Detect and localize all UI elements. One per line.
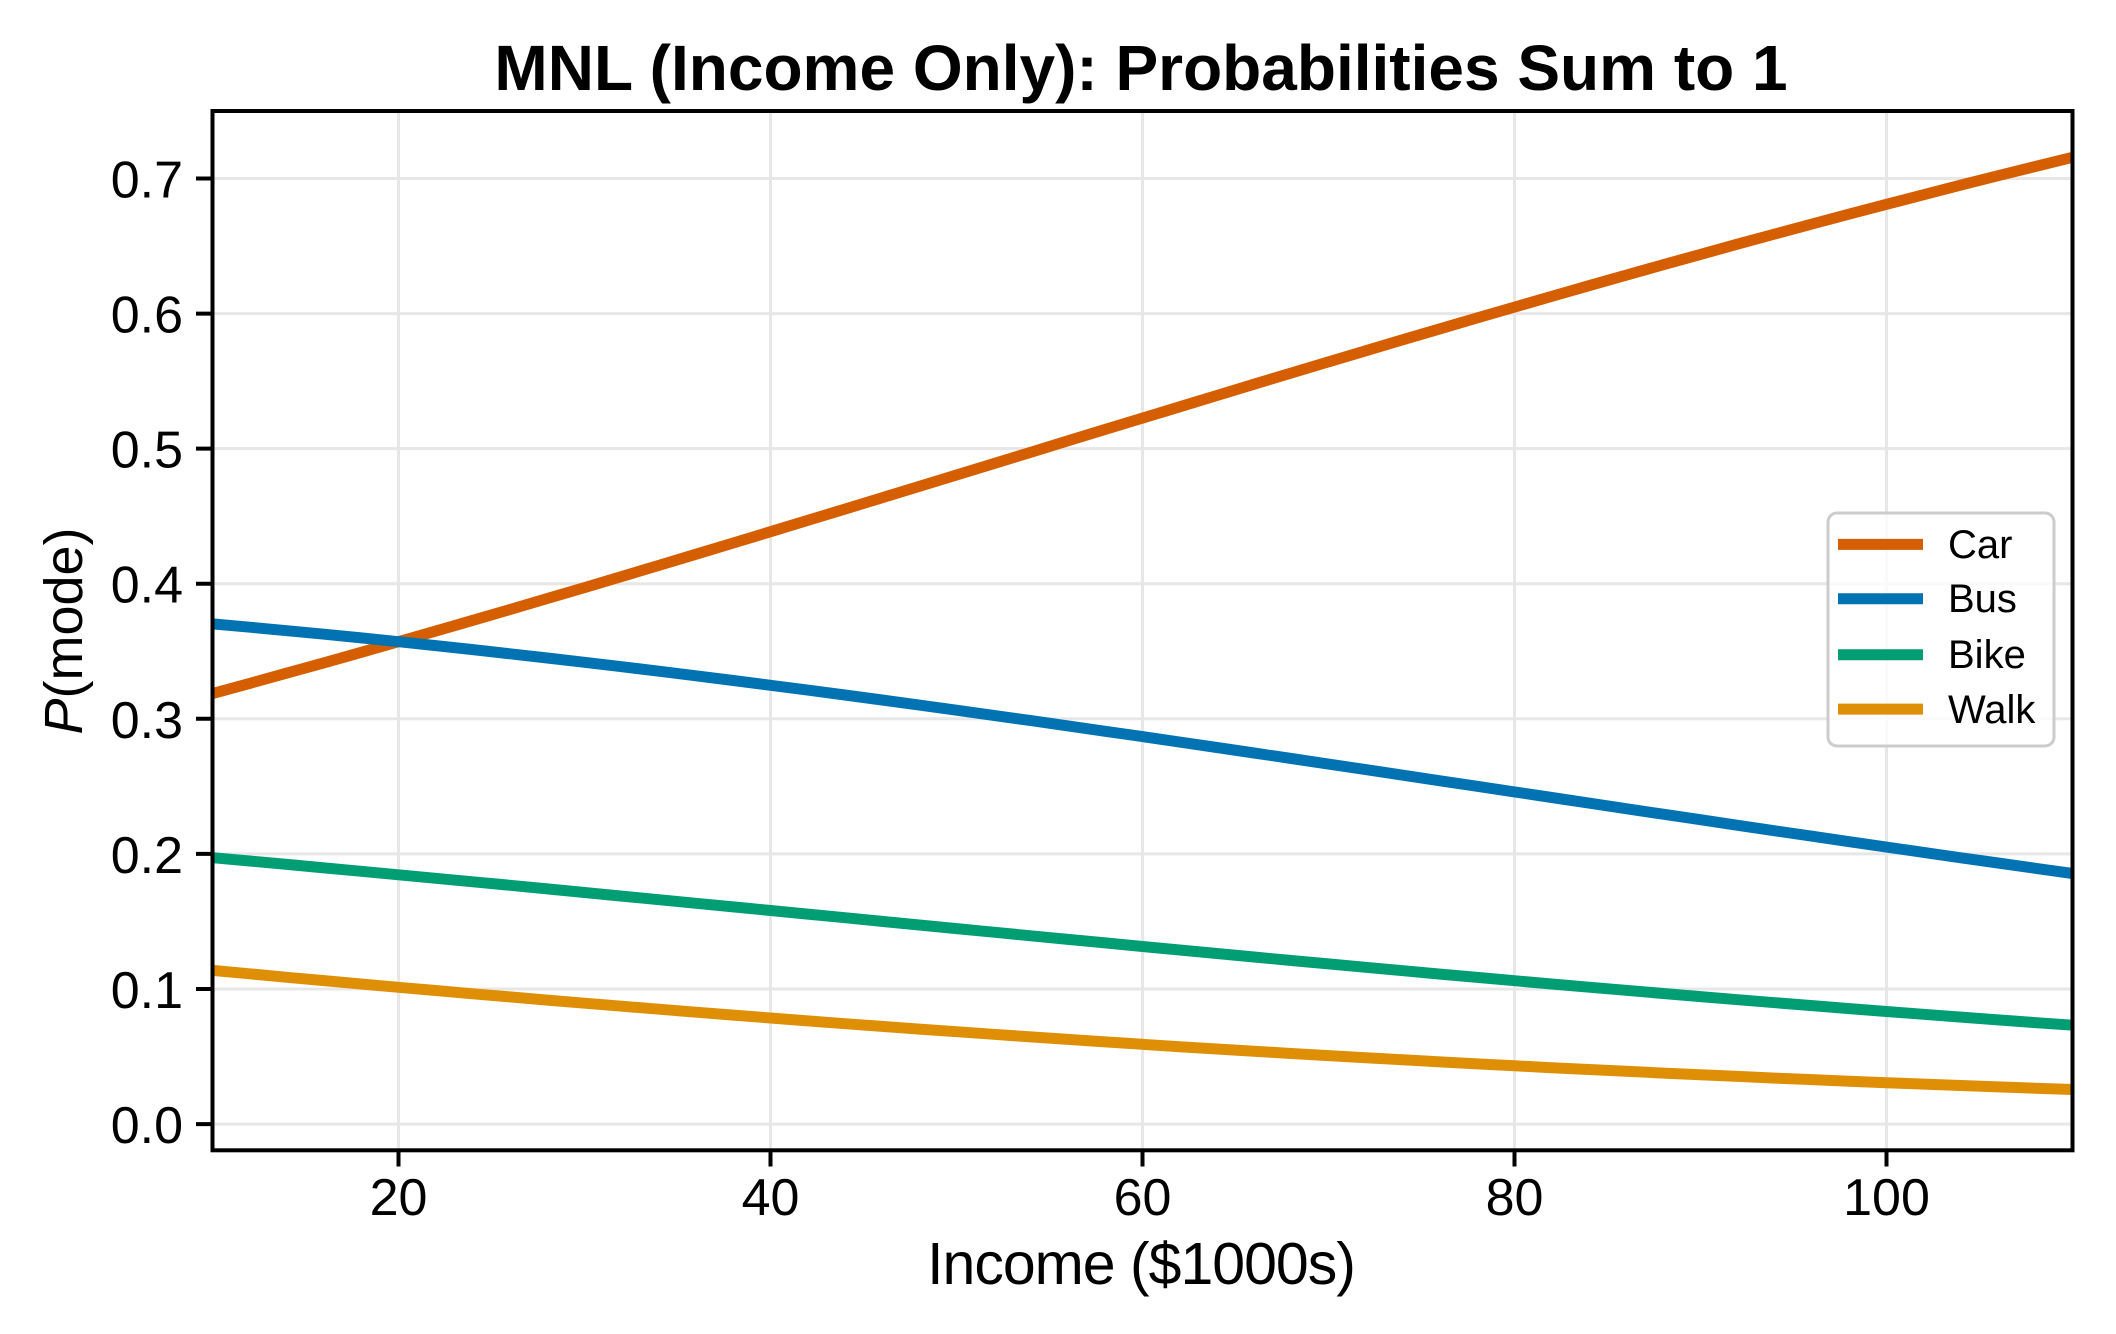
svg-text:40: 40 [742, 1169, 800, 1227]
svg-text:100: 100 [1843, 1169, 1930, 1227]
svg-text:Bike: Bike [1948, 633, 2026, 677]
svg-text:Income ($1000s): Income ($1000s) [927, 1231, 1355, 1297]
svg-text:Bus: Bus [1948, 577, 2017, 621]
svg-text:80: 80 [1486, 1169, 1544, 1227]
svg-text:20: 20 [370, 1169, 428, 1227]
svg-text:0.5: 0.5 [111, 422, 183, 480]
svg-text:0.7: 0.7 [111, 152, 183, 210]
svg-text:0.2: 0.2 [111, 827, 183, 885]
svg-text:60: 60 [1114, 1169, 1172, 1227]
svg-text:Walk: Walk [1948, 688, 2036, 732]
svg-text:0.0: 0.0 [111, 1097, 183, 1155]
svg-text:Car: Car [1948, 523, 2012, 567]
svg-text:0.4: 0.4 [111, 557, 183, 615]
svg-text:MNL (Income Only): Probabiliti: MNL (Income Only): Probabilities Sum to … [494, 32, 1787, 104]
svg-text:0.6: 0.6 [111, 287, 183, 345]
svg-text:0.1: 0.1 [111, 962, 183, 1020]
svg-text:P(mode): P(mode) [34, 527, 94, 734]
svg-text:0.3: 0.3 [111, 692, 183, 750]
